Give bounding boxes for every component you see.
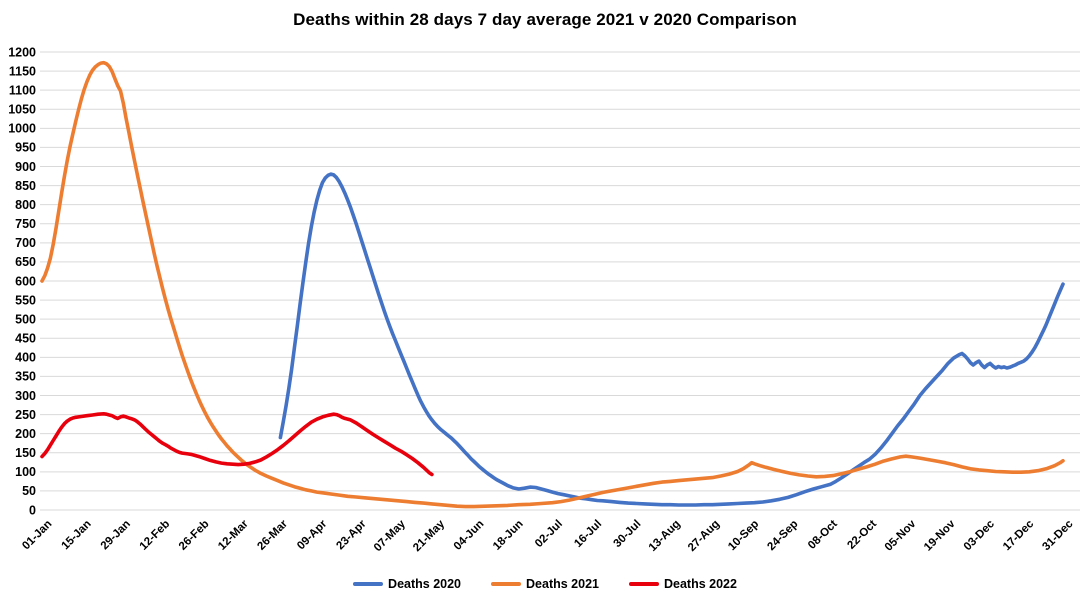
y-tick-label: 500 bbox=[15, 312, 36, 326]
x-tick-label: 04-Jun bbox=[452, 518, 487, 553]
chart-legend: Deaths 2020 Deaths 2021 Deaths 2022 bbox=[0, 577, 1090, 591]
x-tick-label: 12-Feb bbox=[138, 518, 173, 553]
y-tick-label: 1150 bbox=[9, 64, 36, 78]
y-tick-label: 350 bbox=[15, 370, 36, 384]
x-tick-label: 09-Apr bbox=[295, 518, 330, 553]
y-tick-label: 1100 bbox=[9, 83, 36, 97]
y-tick-label: 1200 bbox=[8, 45, 36, 59]
x-tick-label: 22-Oct bbox=[845, 518, 879, 552]
x-tick-label: 10-Sep bbox=[726, 518, 761, 553]
series-line-deaths-2022 bbox=[40, 411, 434, 477]
x-tick-label: 03-Dec bbox=[962, 518, 998, 554]
y-tick-label: 550 bbox=[15, 293, 36, 307]
y-tick-label: 950 bbox=[15, 141, 36, 155]
x-tick-label: 24-Sep bbox=[765, 518, 800, 553]
legend-label: Deaths 2021 bbox=[526, 577, 599, 591]
y-tick-label: 300 bbox=[15, 389, 36, 403]
y-tick-label: 150 bbox=[15, 446, 36, 460]
x-tick-label: 29-Jan bbox=[99, 518, 133, 552]
x-tick-label: 26-Mar bbox=[255, 518, 290, 553]
legend-swatch-icon bbox=[491, 582, 522, 586]
y-tick-label: 700 bbox=[15, 236, 36, 250]
y-axis-labels: 0 50 100 150 200 250 300 350 400 450 500 550 600 650 7… bbox=[8, 45, 36, 517]
x-tick-label: 17-Dec bbox=[1001, 518, 1037, 554]
x-tick-label: 23-Apr bbox=[334, 518, 369, 553]
legend-item-deaths-2021: Deaths 2021 bbox=[491, 577, 599, 591]
y-tick-label: 600 bbox=[15, 274, 36, 288]
y-tick-label: 1000 bbox=[8, 122, 36, 136]
legend-swatch-icon bbox=[628, 582, 659, 586]
x-tick-label: 18-Jun bbox=[491, 518, 526, 553]
x-tick-label: 15-Jan bbox=[60, 518, 94, 552]
y-tick-label: 400 bbox=[15, 351, 36, 365]
x-tick-label: 19-Nov bbox=[922, 518, 958, 554]
x-tick-label: 12-Mar bbox=[216, 518, 251, 553]
x-tick-label: 01-Jan bbox=[20, 518, 54, 552]
y-tick-label: 900 bbox=[15, 160, 36, 174]
x-tick-label: 21-May bbox=[411, 518, 447, 554]
y-tick-label: 650 bbox=[15, 255, 36, 269]
x-tick-label: 02-Jul bbox=[533, 518, 565, 550]
y-tick-label: 50 bbox=[22, 484, 36, 498]
legend-label: Deaths 2020 bbox=[388, 577, 462, 591]
x-axis-labels: 01-Jan 15-Jan 29-Jan 12-Feb 26-Feb 12-Mar 26-M… bbox=[20, 518, 1076, 554]
y-tick-label: 200 bbox=[15, 427, 36, 441]
y-tick-label: 800 bbox=[15, 198, 36, 212]
y-tick-label: 0 bbox=[29, 503, 36, 517]
x-tick-label: 07-May bbox=[372, 518, 408, 554]
legend-label: Deaths 2022 bbox=[663, 577, 737, 591]
x-tick-label: 08-Oct bbox=[806, 518, 840, 552]
x-tick-label: 31-Dec bbox=[1040, 518, 1076, 554]
series-line-deaths-2021 bbox=[40, 60, 1065, 509]
x-tick-label: 26-Feb bbox=[177, 518, 212, 553]
y-tick-label: 250 bbox=[15, 408, 36, 422]
gridlines bbox=[40, 51, 1080, 511]
y-tick-label: 100 bbox=[15, 465, 36, 479]
legend-item-deaths-2020: Deaths 2020 bbox=[353, 577, 461, 591]
y-tick-label: 750 bbox=[15, 217, 36, 231]
chart-title: Deaths within 28 days 7 day average 2021… bbox=[293, 10, 797, 29]
x-tick-label: 05-Nov bbox=[883, 518, 919, 554]
x-tick-label: 30-Jul bbox=[612, 518, 644, 550]
x-tick-label: 13-Aug bbox=[647, 518, 683, 554]
series-lines bbox=[40, 60, 1065, 509]
y-tick-label: 1050 bbox=[8, 103, 36, 117]
series-line-deaths-2020 bbox=[278, 172, 1065, 507]
y-tick-label: 450 bbox=[15, 332, 36, 346]
legend-item-deaths-2022: Deaths 2022 bbox=[628, 577, 737, 591]
y-tick-label: 850 bbox=[15, 179, 36, 193]
x-tick-label: 16-Jul bbox=[572, 518, 604, 550]
x-tick-label: 27-Aug bbox=[686, 518, 722, 554]
legend-swatch-icon bbox=[353, 582, 384, 586]
